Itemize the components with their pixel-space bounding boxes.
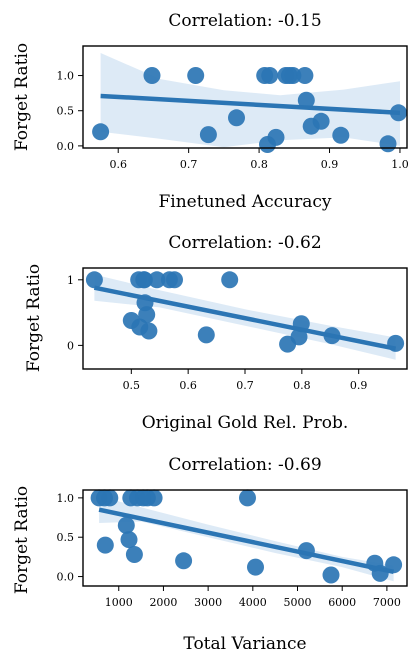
x-tick-label: 0.8 <box>250 158 268 171</box>
panel-1-points <box>92 67 407 153</box>
data-point <box>197 326 215 344</box>
data-point <box>145 489 163 507</box>
y-tick-label: 0.0 <box>57 140 75 153</box>
regression-line <box>100 93 401 116</box>
y-tick-label: 0.5 <box>57 531 75 544</box>
x-tick-label: 5000 <box>284 596 312 609</box>
data-point <box>148 271 166 289</box>
data-point <box>221 271 239 289</box>
y-tick-label: 1.0 <box>57 70 75 83</box>
data-point <box>175 552 193 570</box>
data-point <box>92 123 110 141</box>
panel-2-ylabel: Forget Ratio <box>24 264 44 372</box>
panel-2-title: Correlation: -0.62 <box>168 233 321 253</box>
x-tick-label: 1.0 <box>391 158 409 171</box>
x-tick-label: 0.9 <box>350 379 368 392</box>
x-tick-label: 0.9 <box>321 158 339 171</box>
data-point <box>199 126 217 144</box>
panel-1-xlabel: Finetuned Accuracy <box>159 192 332 212</box>
y-tick-label: 0 <box>67 339 74 352</box>
x-tick-label: 0.8 <box>293 379 311 392</box>
panel-1-regression <box>100 93 401 116</box>
x-tick-label: 3000 <box>194 596 222 609</box>
data-point <box>239 489 256 507</box>
data-point <box>135 271 153 289</box>
panel-3-xlabel: Total Variance <box>183 634 306 653</box>
data-point <box>120 531 138 549</box>
panel-3-xticks: 1000 2000 3000 4000 5000 6000 7000 <box>105 586 401 609</box>
x-tick-label: 0.6 <box>179 379 197 392</box>
data-point <box>101 489 119 507</box>
data-point <box>290 328 308 346</box>
x-tick-label: 4000 <box>239 596 267 609</box>
data-point <box>125 546 143 563</box>
panel-3-yticks: 0.0 0.5 1.0 <box>57 492 83 584</box>
data-point <box>117 516 135 534</box>
regression-line <box>98 507 395 575</box>
panel-2-yticks: 01 <box>67 274 83 352</box>
panel-2-xticks: 0.5 0.6 0.7 0.8 0.9 <box>123 369 368 392</box>
regression-line <box>93 285 397 351</box>
x-tick-label: 0.7 <box>236 379 254 392</box>
data-point <box>332 126 350 144</box>
data-point <box>296 67 314 84</box>
data-point <box>312 112 330 130</box>
x-tick-label: 0.7 <box>180 158 198 171</box>
y-tick-label: 0.0 <box>57 571 75 584</box>
data-point <box>143 67 161 84</box>
data-point <box>297 91 315 109</box>
panel-3-regression <box>98 507 395 575</box>
panel-3-points <box>90 489 403 584</box>
y-tick-label: 1 <box>67 274 74 287</box>
data-point <box>228 109 245 127</box>
data-point <box>96 536 114 554</box>
data-point <box>267 128 285 146</box>
x-tick-label: 0.5 <box>123 379 141 392</box>
panel-1-ylabel: Forget Ratio <box>12 43 32 151</box>
panel-3-ylabel: Forget Ratio <box>12 486 32 594</box>
y-tick-label: 1.0 <box>57 492 75 505</box>
data-point <box>166 271 183 289</box>
panel-3-title: Correlation: -0.69 <box>168 455 321 475</box>
x-tick-label: 0.6 <box>109 158 127 171</box>
panel-3-axes <box>82 489 408 587</box>
data-point <box>261 67 279 84</box>
data-point <box>85 271 103 289</box>
data-point <box>322 566 340 584</box>
panel-1: Correlation: -0.15 0.6 0.7 0.8 0.9 1.0 0.00.… <box>12 11 409 212</box>
data-point <box>284 67 302 84</box>
y-tick-label: 0.5 <box>57 105 75 118</box>
panel-1-xticks: 0.6 0.7 0.8 0.9 1.0 <box>109 148 409 171</box>
panel-1-title: Correlation: -0.15 <box>168 11 321 31</box>
data-point <box>140 322 158 340</box>
panel-1-axes <box>82 45 408 149</box>
panel-2-xlabel: Original Gold Rel. Prob. <box>142 413 348 433</box>
data-point <box>379 135 397 153</box>
x-tick-label: 6000 <box>328 596 356 609</box>
data-point <box>138 306 156 324</box>
panel-3: Correlation: -0.69 1000 2000 3000 4000 5000 6… <box>12 455 408 653</box>
x-tick-label: 2000 <box>149 596 177 609</box>
x-tick-label: 7000 <box>373 596 401 609</box>
panel-2-regression <box>93 285 397 351</box>
data-point <box>187 67 205 84</box>
panel-2: Correlation: -0.62 0.5 0.6 0.7 0.8 0.9 01 Or… <box>24 233 408 433</box>
x-tick-label: 1000 <box>105 596 133 609</box>
panel-1-yticks: 0.0 0.5 1.0 <box>57 70 83 153</box>
data-point <box>247 558 264 576</box>
